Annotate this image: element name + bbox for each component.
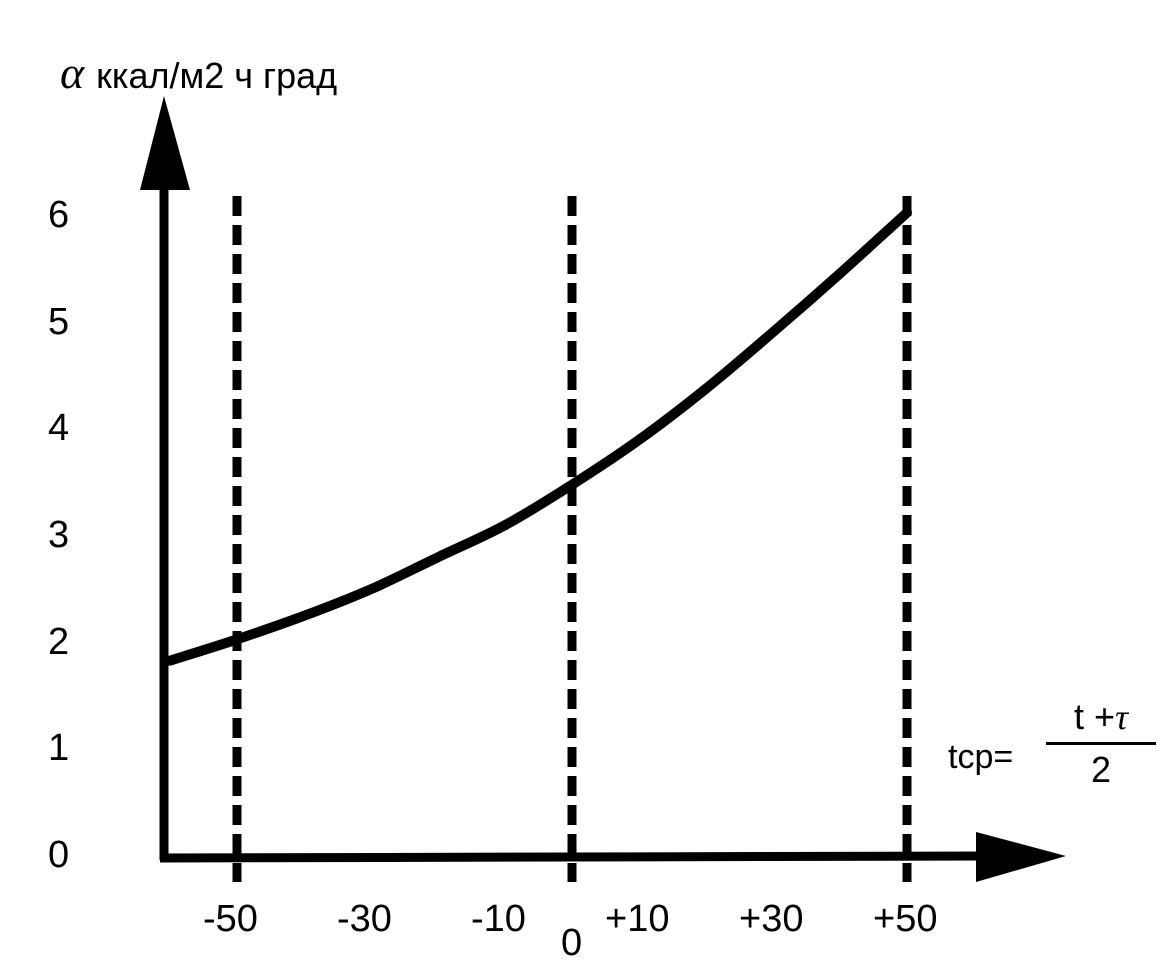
x-tick-label: 0 [561,922,583,964]
numerator-t: t + [1074,696,1116,737]
x-tick-label: +30 [739,898,804,940]
x-axis-line [159,851,991,863]
y-axis-label: α ккал/м2 ч град [60,46,337,99]
y-tick-label: 2 [48,620,70,663]
series-line [165,207,912,666]
numerator-tau: τ [1115,697,1128,737]
y-tick-label: 3 [48,514,70,556]
y-tick-label: 1 [48,727,70,770]
y-tick-label: 6 [48,194,70,236]
y-axis-arrow [140,96,190,190]
y-tick-label: 5 [48,300,70,343]
x-tick-label: -50 [203,898,258,940]
alpha-symbol: α [60,47,85,98]
y-tick-label: 0 [48,834,70,876]
y-axis-units: ккал/м2 ч град [96,55,338,96]
fraction-denominator: 2 [1090,749,1112,790]
fraction-numerator: t +τ [1046,696,1156,738]
axes [140,96,1066,882]
x-axis-label-fraction: t +τ 2 [1046,696,1156,791]
fraction-bar [1046,742,1156,745]
y-tick-label: 4 [48,407,70,450]
x-tick-label: +10 [605,898,670,940]
x-tick-label: -10 [471,898,526,940]
series-layer [165,207,912,666]
x-tick-label: -30 [337,898,392,940]
x-tick-label: +50 [873,898,938,940]
x-axis-arrow [976,832,1066,882]
x-axis-label-prefix: tср= [948,738,1014,776]
